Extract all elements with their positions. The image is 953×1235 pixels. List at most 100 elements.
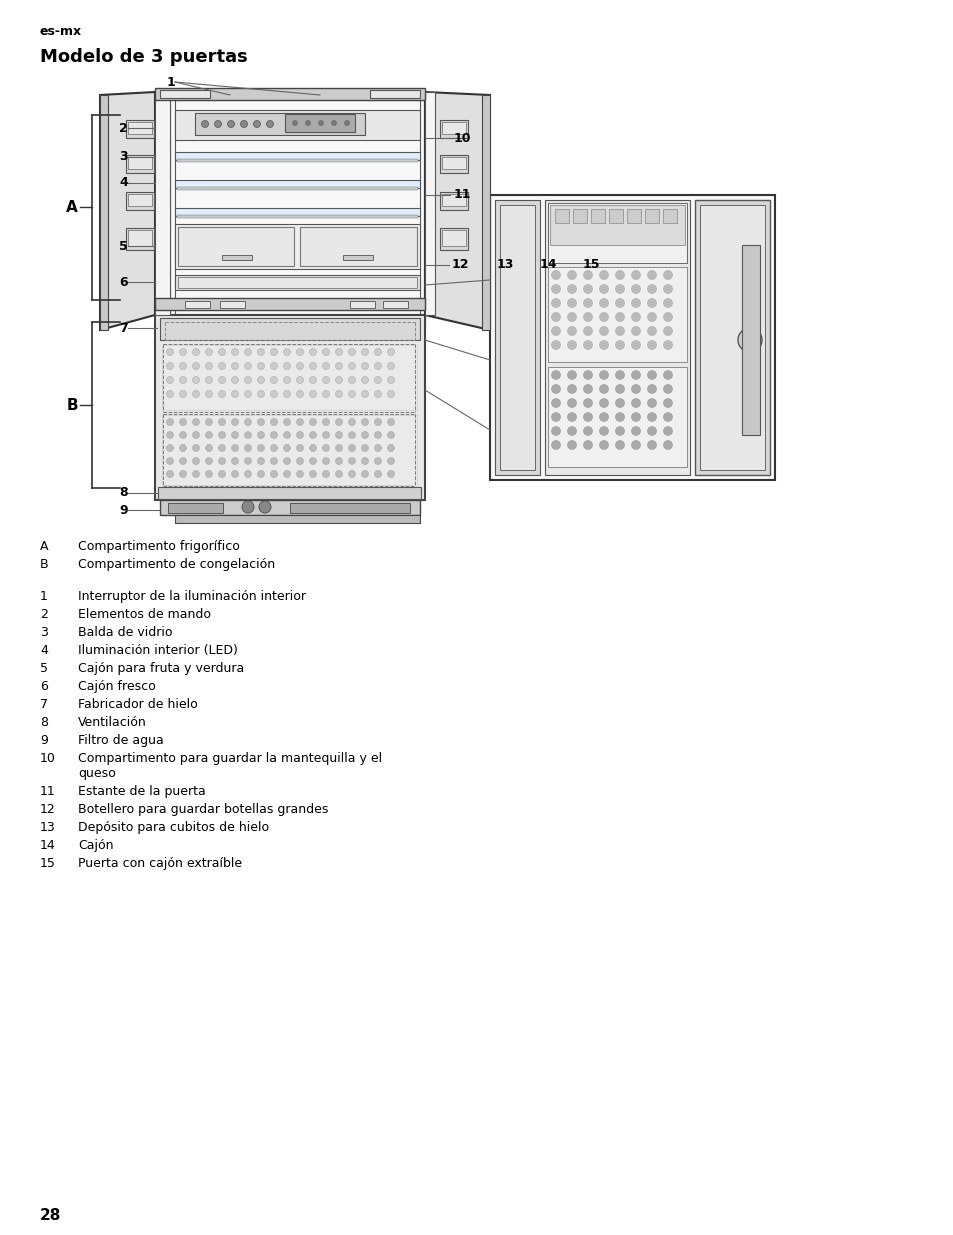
Circle shape — [193, 377, 199, 384]
Circle shape — [167, 457, 173, 464]
Bar — [177, 215, 417, 219]
Bar — [222, 254, 252, 261]
Circle shape — [583, 270, 592, 279]
Circle shape — [631, 441, 639, 450]
Polygon shape — [100, 91, 154, 330]
Polygon shape — [154, 91, 170, 315]
Circle shape — [375, 348, 381, 356]
Polygon shape — [424, 91, 490, 330]
Circle shape — [615, 312, 624, 321]
Circle shape — [387, 471, 395, 478]
Text: Ventilación: Ventilación — [78, 716, 147, 729]
Circle shape — [283, 390, 291, 398]
Circle shape — [583, 341, 592, 350]
Text: B: B — [67, 398, 78, 412]
Circle shape — [551, 341, 560, 350]
Circle shape — [615, 384, 624, 394]
Text: Depósito para cubitos de hielo: Depósito para cubitos de hielo — [78, 821, 269, 834]
Circle shape — [583, 312, 592, 321]
Circle shape — [253, 121, 260, 127]
Circle shape — [167, 471, 173, 478]
Text: Compartimento para guardar la mantequilla y el: Compartimento para guardar la mantequill… — [78, 752, 382, 764]
Circle shape — [283, 363, 291, 369]
Circle shape — [322, 363, 329, 369]
Text: 9: 9 — [119, 504, 128, 516]
Circle shape — [662, 326, 672, 336]
Circle shape — [598, 426, 608, 436]
Circle shape — [218, 348, 225, 356]
Circle shape — [244, 419, 252, 426]
Circle shape — [232, 390, 238, 398]
Circle shape — [205, 445, 213, 452]
Circle shape — [271, 471, 277, 478]
Bar — [370, 90, 419, 98]
Circle shape — [244, 431, 252, 438]
Circle shape — [387, 419, 395, 426]
Circle shape — [375, 457, 381, 464]
Bar — [441, 194, 465, 206]
Circle shape — [361, 457, 368, 464]
Polygon shape — [481, 95, 490, 330]
Circle shape — [205, 431, 213, 438]
Circle shape — [551, 426, 560, 436]
Circle shape — [179, 377, 186, 384]
Bar — [441, 122, 465, 135]
Circle shape — [305, 121, 310, 126]
Circle shape — [296, 431, 303, 438]
Text: 10: 10 — [40, 752, 56, 764]
Circle shape — [244, 363, 252, 369]
Circle shape — [218, 457, 225, 464]
Circle shape — [662, 384, 672, 394]
Circle shape — [167, 431, 173, 438]
Bar — [174, 110, 419, 140]
Circle shape — [598, 399, 608, 408]
Circle shape — [167, 348, 173, 356]
Circle shape — [271, 457, 277, 464]
Circle shape — [257, 363, 264, 369]
Circle shape — [647, 384, 656, 394]
Circle shape — [567, 426, 576, 436]
Circle shape — [375, 419, 381, 426]
Circle shape — [598, 299, 608, 308]
Circle shape — [205, 471, 213, 478]
Circle shape — [232, 431, 238, 438]
Text: Cajón fresco: Cajón fresco — [78, 680, 155, 693]
Text: 14: 14 — [539, 258, 557, 272]
Circle shape — [662, 284, 672, 294]
Circle shape — [232, 363, 238, 369]
Bar — [490, 195, 774, 480]
Circle shape — [662, 426, 672, 436]
Circle shape — [266, 121, 274, 127]
Circle shape — [631, 370, 639, 379]
Circle shape — [322, 390, 329, 398]
Text: 4: 4 — [40, 643, 48, 657]
Circle shape — [257, 390, 264, 398]
Bar — [158, 487, 420, 499]
Text: Filtro de agua: Filtro de agua — [78, 734, 164, 747]
Bar — [154, 88, 424, 100]
Text: Iluminación interior (LED): Iluminación interior (LED) — [78, 643, 237, 657]
Circle shape — [309, 457, 316, 464]
Circle shape — [647, 412, 656, 421]
Circle shape — [335, 445, 342, 452]
Circle shape — [283, 419, 291, 426]
Circle shape — [227, 121, 234, 127]
Circle shape — [193, 471, 199, 478]
Circle shape — [258, 501, 271, 513]
Text: es-mx: es-mx — [40, 25, 82, 38]
Circle shape — [205, 377, 213, 384]
Bar — [154, 298, 424, 310]
Circle shape — [335, 471, 342, 478]
Circle shape — [615, 441, 624, 450]
Circle shape — [271, 377, 277, 384]
Circle shape — [662, 412, 672, 421]
Circle shape — [296, 348, 303, 356]
Circle shape — [567, 326, 576, 336]
Bar — [194, 112, 365, 135]
Polygon shape — [100, 95, 108, 330]
Circle shape — [271, 445, 277, 452]
Circle shape — [567, 412, 576, 421]
Circle shape — [257, 445, 264, 452]
Circle shape — [348, 348, 355, 356]
Circle shape — [361, 419, 368, 426]
